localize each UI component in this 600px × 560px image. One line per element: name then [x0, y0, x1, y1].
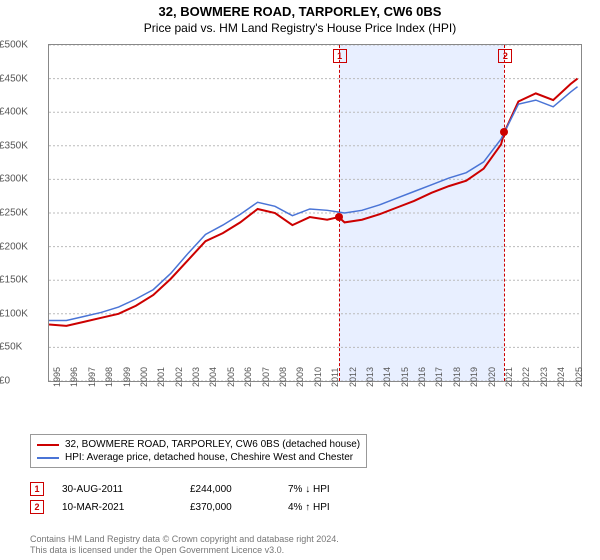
footnote-line2: This data is licensed under the Open Gov…	[30, 545, 284, 555]
x-tick-label: 2022	[521, 367, 531, 387]
x-tick-label: 2008	[278, 367, 288, 387]
y-tick-label: £200K	[0, 241, 43, 252]
legend-label: 32, BOWMERE ROAD, TARPORLEY, CW6 0BS (de…	[65, 439, 360, 450]
x-tick-label: 2007	[261, 367, 271, 387]
legend-swatch	[37, 444, 59, 446]
legend-label: HPI: Average price, detached house, Ches…	[65, 452, 353, 463]
x-tick-label: 2010	[313, 367, 323, 387]
x-tick-label: 2005	[226, 367, 236, 387]
trade-row: 1 30-AUG-2011 £244,000 7% ↓ HPI	[30, 482, 330, 496]
footnote: Contains HM Land Registry data © Crown c…	[30, 534, 586, 557]
y-tick-label: £350K	[0, 140, 43, 151]
x-tick-label: 2023	[539, 367, 549, 387]
x-tick-label: 2024	[556, 367, 566, 387]
y-tick-label: £0	[0, 376, 43, 387]
price-chart: £0£50K£100K£150K£200K£250K£300K£350K£400…	[48, 44, 582, 382]
y-tick-label: £400K	[0, 107, 43, 118]
x-tick-label: 2006	[243, 367, 253, 387]
x-tick-label: 1999	[122, 367, 132, 387]
x-tick-label: 2020	[487, 367, 497, 387]
page-title: 32, BOWMERE ROAD, TARPORLEY, CW6 0BS	[0, 4, 600, 19]
y-tick-label: £500K	[0, 40, 43, 51]
x-tick-label: 2012	[348, 367, 358, 387]
x-tick-label: 2004	[208, 367, 218, 387]
x-tick-label: 2002	[174, 367, 184, 387]
legend-box: 32, BOWMERE ROAD, TARPORLEY, CW6 0BS (de…	[30, 434, 367, 468]
event-marker	[500, 128, 508, 136]
trade-date: 30-AUG-2011	[62, 484, 172, 495]
event-id-box: 2	[498, 49, 512, 63]
x-tick-label: 2019	[469, 367, 479, 387]
x-tick-label: 1995	[52, 367, 62, 387]
legend-swatch	[37, 457, 59, 459]
y-tick-label: £250K	[0, 208, 43, 219]
x-tick-label: 2003	[191, 367, 201, 387]
trade-price: £370,000	[190, 502, 270, 513]
x-tick-label: 2016	[417, 367, 427, 387]
trade-id-box: 1	[30, 482, 44, 496]
x-tick-label: 1998	[104, 367, 114, 387]
trade-date: 10-MAR-2021	[62, 502, 172, 513]
x-tick-label: 1996	[69, 367, 79, 387]
trade-delta: 7% ↓ HPI	[288, 484, 330, 495]
x-tick-label: 2013	[365, 367, 375, 387]
y-tick-label: £150K	[0, 275, 43, 286]
trade-id-box: 2	[30, 500, 44, 514]
x-tick-label: 2015	[400, 367, 410, 387]
legend-item: 32, BOWMERE ROAD, TARPORLEY, CW6 0BS (de…	[37, 439, 360, 450]
y-tick-label: £300K	[0, 174, 43, 185]
event-marker	[335, 213, 343, 221]
trade-row: 2 10-MAR-2021 £370,000 4% ↑ HPI	[30, 500, 330, 514]
x-tick-label: 1997	[87, 367, 97, 387]
event-id-box: 1	[333, 49, 347, 63]
x-tick-label: 2021	[504, 367, 514, 387]
y-tick-label: £450K	[0, 73, 43, 84]
trade-delta: 4% ↑ HPI	[288, 502, 330, 513]
event-vline	[504, 45, 505, 381]
y-tick-label: £50K	[0, 342, 43, 353]
x-tick-label: 2017	[434, 367, 444, 387]
legend-item: HPI: Average price, detached house, Ches…	[37, 452, 360, 463]
trade-list: 1 30-AUG-2011 £244,000 7% ↓ HPI 2 10-MAR-2021…	[30, 482, 330, 518]
x-tick-label: 2001	[156, 367, 166, 387]
x-tick-label: 2000	[139, 367, 149, 387]
x-tick-label: 2025	[574, 367, 584, 387]
x-tick-label: 2009	[295, 367, 305, 387]
x-tick-label: 2014	[382, 367, 392, 387]
y-tick-label: £100K	[0, 308, 43, 319]
footnote-line1: Contains HM Land Registry data © Crown c…	[30, 534, 339, 544]
x-tick-label: 2018	[452, 367, 462, 387]
page-subtitle: Price paid vs. HM Land Registry's House …	[0, 21, 600, 35]
trade-price: £244,000	[190, 484, 270, 495]
